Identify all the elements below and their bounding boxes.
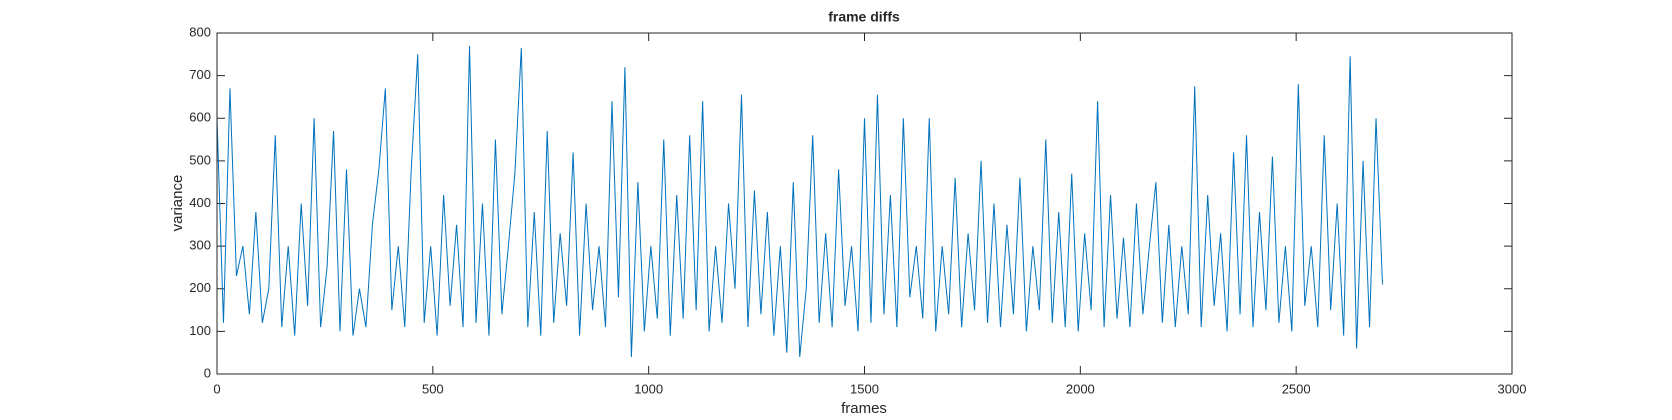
- y-axis-label: variance: [169, 175, 186, 232]
- x-tick-label: 2000: [1066, 381, 1095, 396]
- y-tick-label: 500: [189, 152, 211, 167]
- x-tick-label: 500: [422, 381, 444, 396]
- y-tick-label: 300: [189, 238, 211, 253]
- y-tick-label: 400: [189, 195, 211, 210]
- y-tick-label: 600: [189, 110, 211, 125]
- x-tick-label: 2500: [1282, 381, 1311, 396]
- chart-title: frame diffs: [828, 9, 900, 25]
- x-tick-label: 1000: [634, 381, 663, 396]
- y-tick-label: 200: [189, 280, 211, 295]
- data-line: [216, 45, 1383, 357]
- y-tick-label: 800: [189, 24, 211, 39]
- y-tick-label: 0: [204, 365, 211, 380]
- plot-frame: [216, 32, 1513, 375]
- x-axis-label: frames: [841, 400, 887, 417]
- x-tick-label: 0: [213, 381, 220, 396]
- x-tick-label: 1500: [850, 381, 879, 396]
- x-tick-label: 3000: [1498, 381, 1527, 396]
- y-tick-label: 700: [189, 67, 211, 82]
- y-tick-label: 100: [189, 323, 211, 338]
